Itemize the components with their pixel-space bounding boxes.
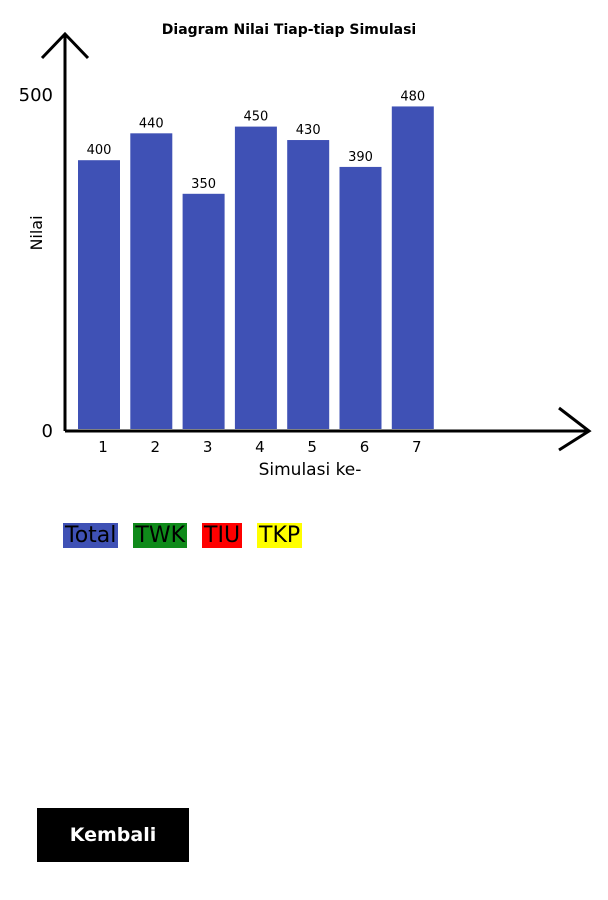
bar-7: [391, 106, 434, 429]
x-tick-label-2: 2: [151, 438, 161, 456]
ticks-group: 1 2 3 4 5 6 7 0 500: [19, 85, 422, 456]
bar-chart: Diagram Nilai Tiap-tiap Simulasi Nilai S…: [19, 22, 592, 480]
bar-value-label-2: 440: [139, 116, 164, 131]
y-axis-arrow-icon: [40, 31, 90, 60]
bars-group: 400 440 350 450 430 390 480: [78, 89, 434, 430]
bar-value-label-4: 450: [243, 110, 268, 125]
bar-3: [182, 193, 225, 429]
bar-6: [339, 166, 382, 430]
x-tick-label-1: 1: [98, 438, 108, 456]
bar-value-label-1: 400: [87, 143, 112, 158]
bar-2: [130, 133, 173, 429]
bar-value-label-3: 350: [191, 177, 216, 192]
y-tick-label-500: 500: [19, 85, 53, 106]
x-tick-label-7: 7: [412, 438, 422, 456]
chart-title: Diagram Nilai Tiap-tiap Simulasi: [162, 22, 416, 38]
bar-1: [78, 160, 120, 429]
bar-value-label-7: 480: [400, 89, 425, 104]
legend-item-twk: TWK: [133, 523, 188, 548]
bar-5: [287, 140, 330, 430]
x-axis-label: Simulasi ke-: [259, 460, 362, 480]
legend-item-tiu: TIU: [202, 523, 243, 548]
x-tick-label-3: 3: [203, 438, 213, 456]
bar-value-label-5: 430: [296, 123, 321, 138]
y-tick-label-0: 0: [42, 421, 53, 442]
x-tick-label-5: 5: [307, 438, 317, 456]
bar-value-label-6: 390: [348, 150, 373, 165]
bar-4: [234, 126, 277, 429]
back-button[interactable]: Kembali: [37, 808, 189, 862]
axes: [40, 31, 592, 452]
x-tick-label-4: 4: [255, 438, 265, 456]
y-axis-label: Nilai: [27, 215, 46, 250]
legend-item-total: Total: [63, 523, 119, 548]
x-tick-label-6: 6: [360, 438, 370, 456]
legend: Total TWK TIU TKP: [63, 523, 303, 548]
x-axis-arrow-icon: [558, 406, 592, 452]
legend-item-tkp: TKP: [257, 523, 303, 548]
